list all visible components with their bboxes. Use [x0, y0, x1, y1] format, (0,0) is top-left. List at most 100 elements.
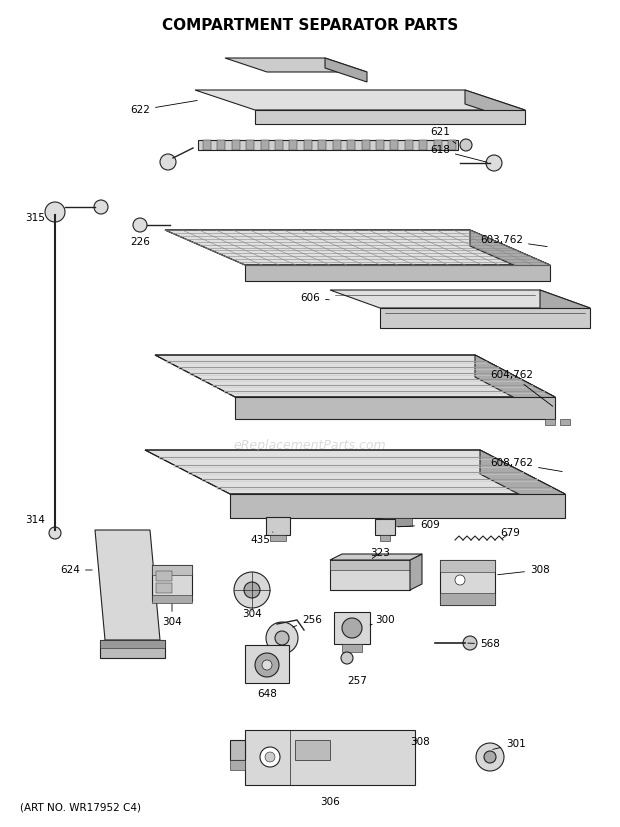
Bar: [330, 560, 410, 570]
Circle shape: [275, 631, 289, 645]
Circle shape: [45, 202, 65, 222]
Bar: [433, 140, 441, 150]
Bar: [376, 140, 384, 150]
Circle shape: [244, 582, 260, 598]
Bar: [361, 140, 370, 150]
Bar: [275, 140, 283, 150]
Polygon shape: [330, 290, 590, 308]
Circle shape: [255, 653, 279, 677]
Circle shape: [160, 154, 176, 170]
Bar: [440, 560, 495, 572]
Bar: [375, 519, 395, 535]
Text: 621: 621: [430, 127, 456, 143]
Bar: [230, 760, 245, 770]
Bar: [419, 140, 427, 150]
Text: 603,762: 603,762: [480, 235, 547, 246]
Text: 300: 300: [370, 615, 394, 625]
Bar: [246, 140, 254, 150]
Circle shape: [260, 747, 280, 767]
Text: 308: 308: [498, 565, 550, 575]
Text: 648: 648: [257, 689, 277, 699]
Bar: [318, 140, 326, 150]
Text: 606: 606: [300, 293, 329, 303]
Bar: [152, 565, 192, 575]
Text: 608,762: 608,762: [490, 458, 562, 471]
Polygon shape: [410, 554, 422, 590]
Bar: [156, 571, 172, 581]
Bar: [100, 640, 165, 658]
Text: 568: 568: [467, 639, 500, 649]
Circle shape: [455, 575, 465, 585]
Polygon shape: [165, 230, 550, 265]
Text: 308: 308: [410, 737, 430, 747]
Polygon shape: [145, 450, 565, 494]
Text: 257: 257: [347, 676, 367, 686]
Text: COMPARTMENT SEPARATOR PARTS: COMPARTMENT SEPARATOR PARTS: [162, 18, 458, 33]
Bar: [266, 517, 290, 535]
Polygon shape: [155, 355, 555, 397]
Polygon shape: [95, 530, 160, 640]
Circle shape: [94, 200, 108, 214]
Bar: [391, 140, 399, 150]
Circle shape: [342, 618, 362, 638]
Polygon shape: [195, 90, 525, 110]
Polygon shape: [480, 450, 565, 518]
Circle shape: [476, 743, 504, 771]
Polygon shape: [475, 355, 555, 419]
Bar: [260, 140, 268, 150]
Bar: [560, 419, 570, 425]
Bar: [440, 593, 495, 605]
Text: 314: 314: [25, 515, 45, 525]
Circle shape: [265, 752, 275, 762]
Bar: [330, 560, 410, 590]
Bar: [152, 595, 192, 603]
Circle shape: [266, 622, 298, 654]
Circle shape: [49, 527, 61, 539]
Bar: [333, 140, 341, 150]
Polygon shape: [325, 58, 367, 82]
Bar: [347, 140, 355, 150]
Circle shape: [133, 218, 147, 232]
Polygon shape: [255, 110, 525, 124]
Bar: [218, 140, 226, 150]
Polygon shape: [225, 58, 367, 72]
Bar: [232, 140, 240, 150]
Text: 323: 323: [370, 548, 390, 558]
Bar: [405, 140, 413, 150]
Text: 679: 679: [500, 528, 520, 538]
Text: 435: 435: [250, 532, 273, 545]
Text: 226: 226: [130, 237, 150, 247]
Bar: [334, 612, 370, 644]
Circle shape: [460, 139, 472, 151]
Circle shape: [234, 572, 270, 608]
Circle shape: [341, 652, 353, 664]
Text: (ART NO. WR17952 C4): (ART NO. WR17952 C4): [20, 802, 141, 812]
Text: 622: 622: [130, 100, 197, 115]
Text: 609: 609: [398, 520, 440, 530]
Bar: [152, 565, 192, 601]
Bar: [295, 740, 330, 760]
Bar: [290, 140, 298, 150]
Bar: [545, 419, 555, 425]
Text: 604,762: 604,762: [490, 370, 553, 406]
Circle shape: [484, 751, 496, 763]
Polygon shape: [230, 494, 565, 518]
Text: 618: 618: [430, 145, 487, 162]
Circle shape: [262, 660, 272, 670]
Polygon shape: [235, 397, 555, 419]
Text: 301: 301: [493, 739, 526, 749]
Bar: [270, 535, 286, 541]
Bar: [440, 560, 495, 605]
Bar: [245, 645, 289, 683]
Circle shape: [463, 636, 477, 650]
Polygon shape: [540, 290, 590, 328]
Bar: [380, 535, 390, 541]
Text: 256: 256: [293, 615, 322, 627]
Bar: [382, 518, 412, 526]
Bar: [304, 140, 312, 150]
Bar: [230, 740, 245, 760]
Text: 306: 306: [320, 797, 340, 807]
Bar: [203, 140, 211, 150]
Text: 315: 315: [25, 213, 45, 223]
Polygon shape: [470, 230, 550, 281]
